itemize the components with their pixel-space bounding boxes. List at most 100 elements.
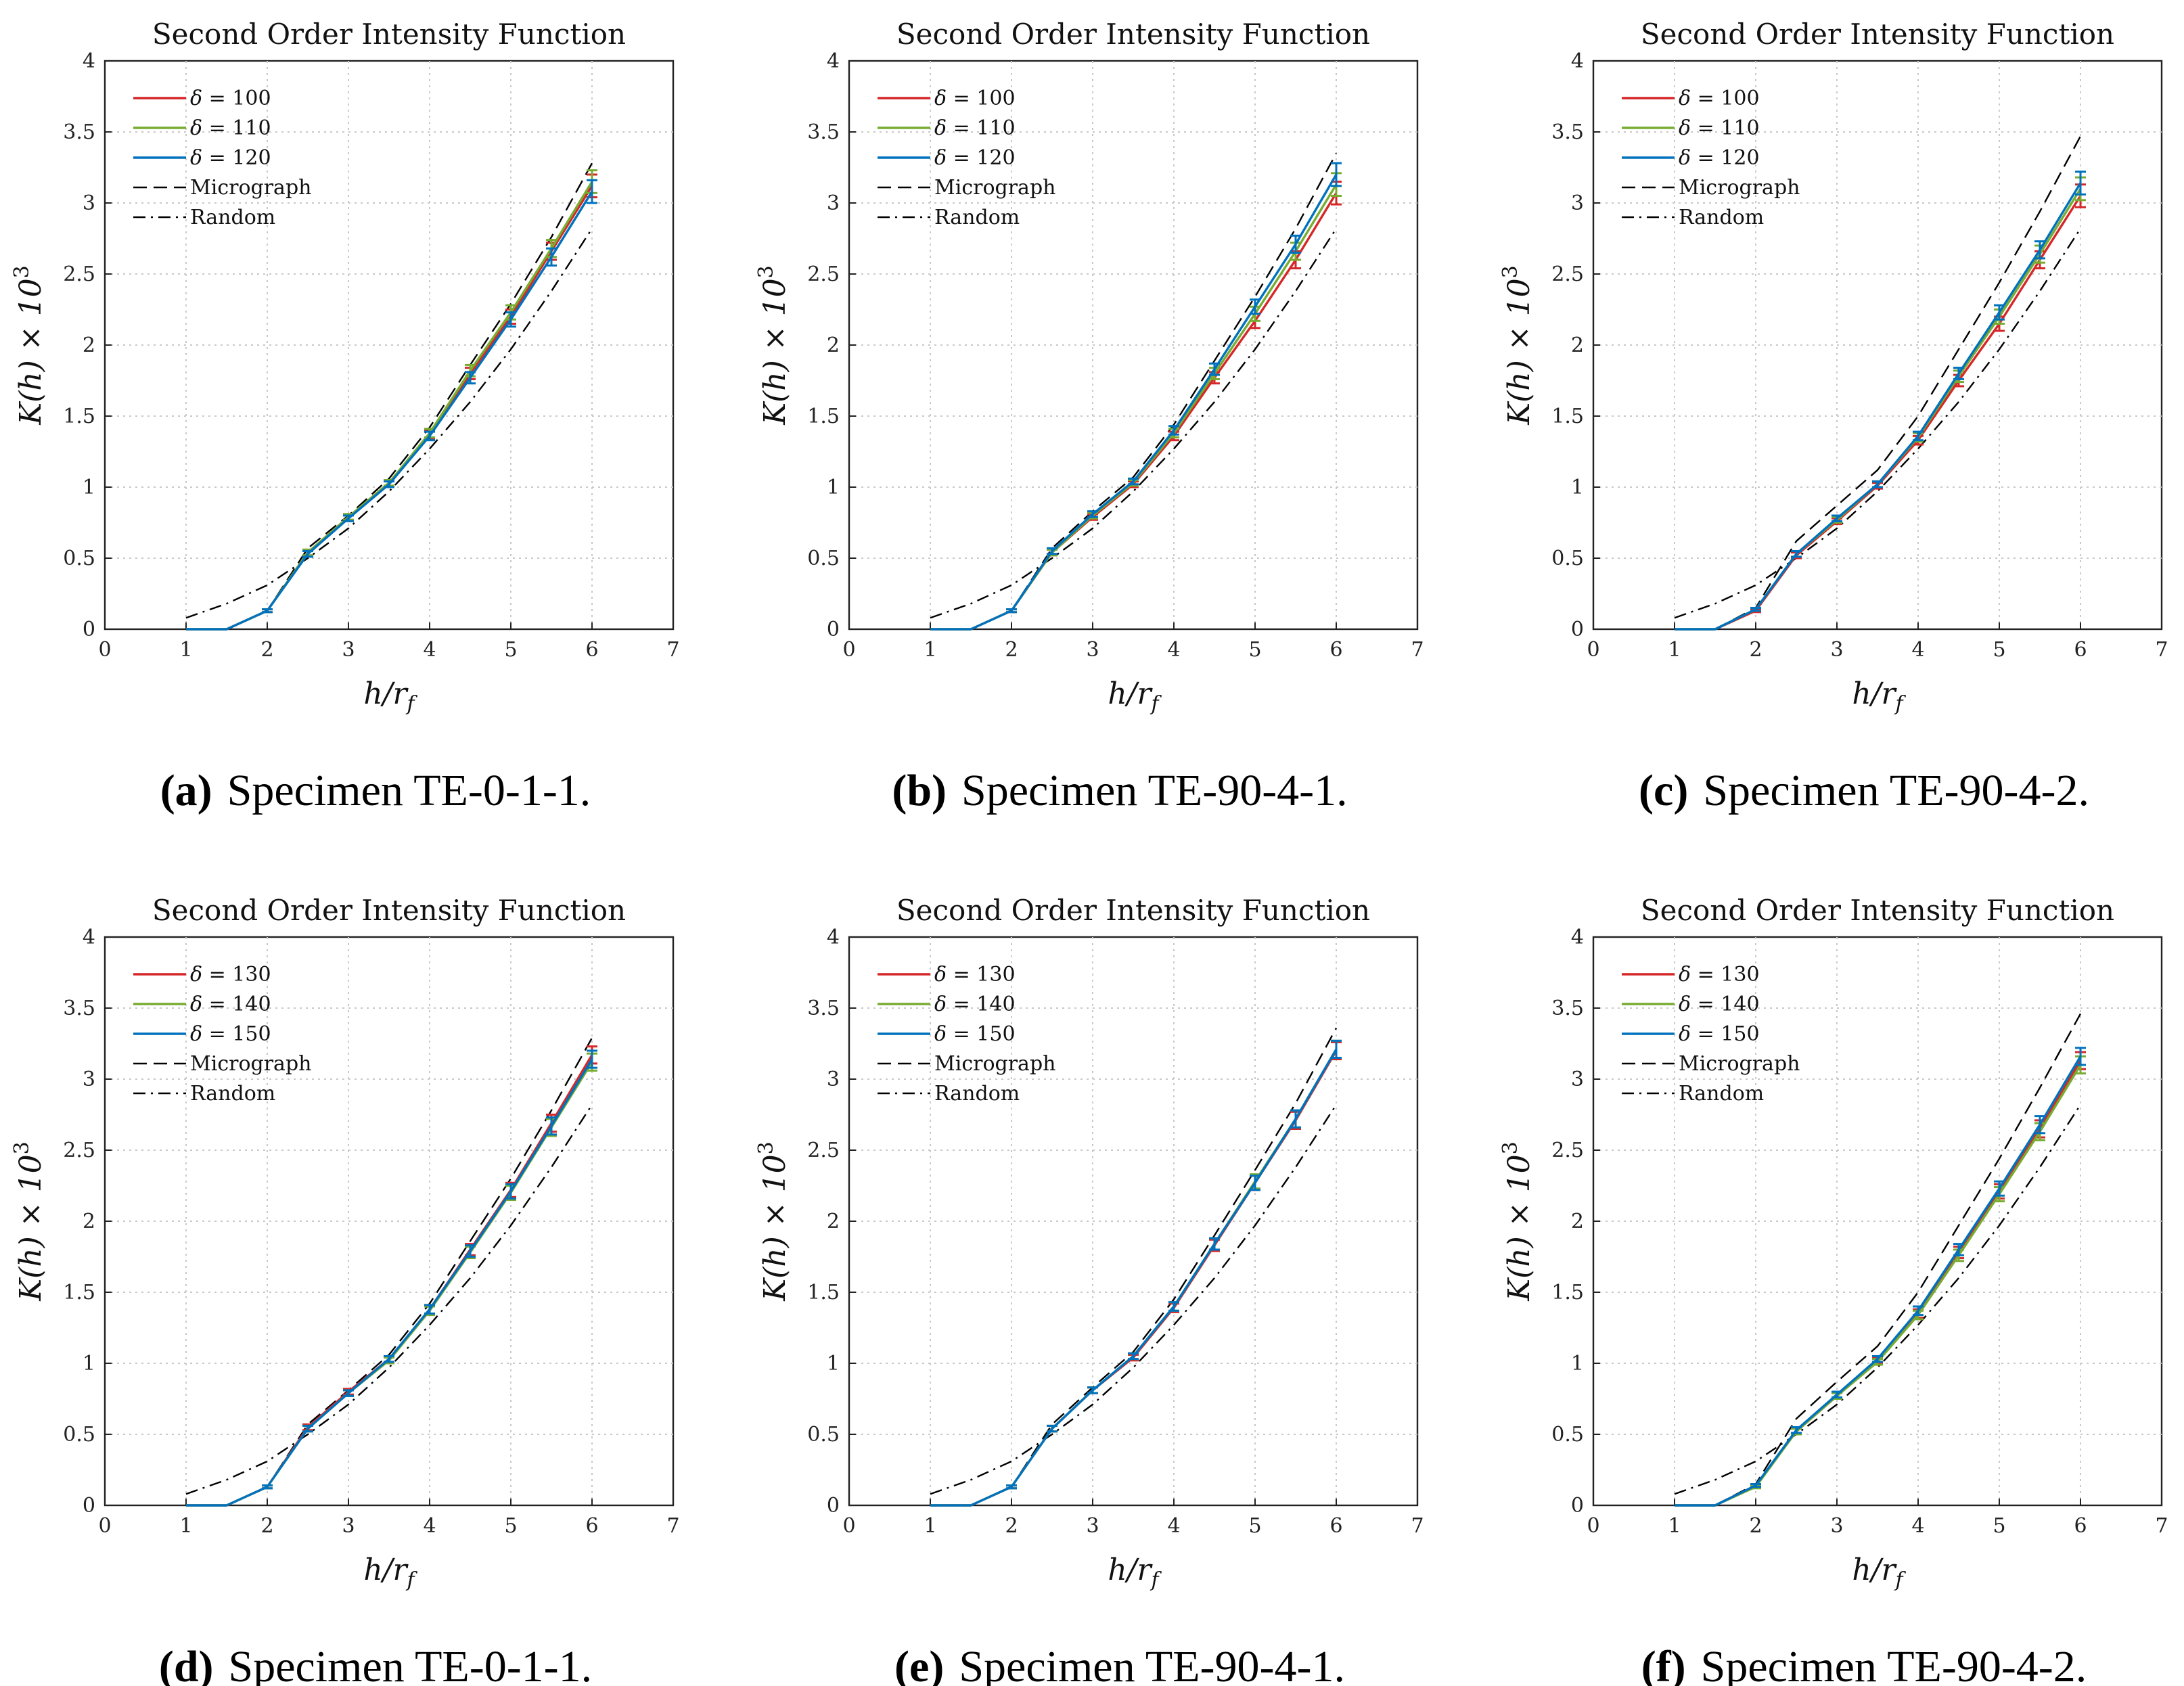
y-tick-label: 1 <box>827 1352 840 1375</box>
legend: δ = 100 δ = 110 δ = 120 Micrograph Random <box>878 87 1055 229</box>
y-tick-label: 4 <box>83 926 95 949</box>
x-tick-label: 6 <box>1329 1514 1342 1538</box>
legend-item: Micrograph <box>133 1052 311 1076</box>
y-axis-label: K(h) × 103 <box>1499 265 1537 425</box>
series-line-random <box>185 1104 593 1495</box>
chart-title: Second Order Intensity Function <box>152 18 626 51</box>
legend-label: δ = 100 <box>1679 87 1760 110</box>
x-tick-label: 4 <box>1911 638 1924 662</box>
legend-item: Micrograph <box>1622 1052 1800 1076</box>
legend-label: δ = 120 <box>190 146 271 170</box>
series-line-random <box>930 1104 1338 1495</box>
error-bar <box>1832 1390 1842 1398</box>
legend-item: δ = 120 <box>133 146 271 170</box>
caption-letter: (c) <box>1639 766 1688 815</box>
legend-item: δ = 100 <box>1622 87 1760 110</box>
legend-item: δ = 150 <box>1622 1022 1760 1046</box>
legend-item: δ = 150 <box>878 1022 1016 1046</box>
error-bar <box>1006 1484 1017 1490</box>
legend-label: δ = 150 <box>190 1022 271 1046</box>
x-tick-label: 2 <box>1005 638 1018 662</box>
legend-item: δ = 130 <box>1622 963 1760 986</box>
error-bar <box>384 1355 394 1363</box>
legend-label: δ = 150 <box>1679 1022 1760 1046</box>
x-tick-label: 7 <box>1411 638 1424 662</box>
error-bar <box>587 179 597 204</box>
y-tick-label: 1.5 <box>807 405 840 428</box>
legend-label: Random <box>190 206 275 229</box>
error-bar <box>1331 1039 1342 1059</box>
chart-title: Second Order Intensity Function <box>896 894 1370 927</box>
x-tick-label: 2 <box>1005 1514 1018 1538</box>
panel-caption: (c) Specimen TE-90-4-2. <box>1639 766 2089 815</box>
legend-label: Micrograph <box>934 1052 1055 1076</box>
chart-title: Second Order Intensity Function <box>1641 894 2114 927</box>
error-bar <box>1791 550 1802 558</box>
error-bar <box>1209 362 1220 376</box>
x-axis-label: h/rf <box>363 677 417 716</box>
legend-label: Random <box>1679 1082 1764 1106</box>
y-tick-label: 0.5 <box>63 547 95 570</box>
y-axis-label: K(h) × 103 <box>10 1141 48 1301</box>
error-bar <box>302 550 313 558</box>
caption-text: Specimen TE-90-4-2. <box>1703 766 2089 815</box>
x-axis-label: h/rf <box>1852 677 1906 716</box>
chart-panel-f: 0 1 2 3 4 5 6 7 0 0.5 1 1.5 2 2.5 3 3.5 4 Second Order In… <box>1499 894 2168 1686</box>
legend-item: Micrograph <box>1622 176 1800 200</box>
y-tick-label: 2.5 <box>1551 1139 1584 1162</box>
legend-item: δ = 130 <box>133 963 271 986</box>
legend-item: Random <box>133 206 275 229</box>
x-tick-label: 1 <box>179 638 192 662</box>
x-axis-label: h/rf <box>363 1553 417 1592</box>
legend-item: δ = 110 <box>878 116 1016 140</box>
x-tick-label: 7 <box>2155 638 2168 662</box>
y-axis-label: K(h) × 103 <box>10 265 48 425</box>
legend-item: Random <box>133 1082 275 1106</box>
error-bar <box>1168 1301 1179 1312</box>
y-tick-label: 1 <box>83 1352 95 1375</box>
y-tick-label: 4 <box>1571 926 1584 949</box>
legend-label: Micrograph <box>1679 1052 1800 1076</box>
error-bar <box>1750 1483 1761 1488</box>
y-tick-label: 2 <box>1571 334 1584 357</box>
legend-label: δ = 100 <box>190 87 271 110</box>
error-bar <box>465 371 476 385</box>
error-bar <box>1209 1237 1220 1251</box>
caption-text: Specimen TE-90-4-1. <box>959 1642 1345 1686</box>
y-tick-label: 4 <box>83 49 95 73</box>
x-tick-label: 2 <box>1749 1514 1762 1538</box>
chart-title: Second Order Intensity Function <box>1641 18 2114 51</box>
y-tick-label: 1 <box>1571 1352 1584 1375</box>
chart-panel-e: 0 1 2 3 4 5 6 7 0 0.5 1 1.5 2 2.5 3 3.5 4 Second Order In… <box>754 894 1424 1686</box>
y-tick-label: 1.5 <box>1551 405 1584 428</box>
y-tick-label: 4 <box>827 926 840 949</box>
legend-label: δ = 140 <box>1679 993 1760 1016</box>
plot-area <box>1592 60 2163 631</box>
x-tick-label: 5 <box>1993 1514 2005 1538</box>
caption-letter: (b) <box>892 766 947 815</box>
error-bar <box>1128 1352 1139 1361</box>
error-bar <box>546 1116 557 1136</box>
x-tick-label: 3 <box>1830 638 1843 662</box>
y-tick-label: 1 <box>827 476 840 499</box>
y-tick-label: 1.5 <box>1551 1281 1584 1304</box>
x-tick-label: 1 <box>1668 638 1681 662</box>
y-tick-label: 2.5 <box>807 263 840 286</box>
legend-label: δ = 140 <box>190 993 271 1016</box>
chart-title: Second Order Intensity Function <box>896 18 1370 51</box>
y-tick-label: 1 <box>1571 476 1584 499</box>
error-bar <box>1953 367 1964 380</box>
x-tick-label: 2 <box>260 1514 273 1538</box>
error-bar <box>302 1424 313 1433</box>
caption-letter: (f) <box>1641 1642 1686 1686</box>
x-tick-label: 5 <box>1993 638 2005 662</box>
x-tick-label: 0 <box>98 638 111 662</box>
plot-area <box>848 936 1419 1507</box>
x-tick-label: 4 <box>1911 1514 1924 1538</box>
error-bar <box>1250 1175 1260 1191</box>
caption-text: Specimen TE-0-1-1. <box>229 1642 593 1686</box>
error-bar <box>1872 480 1883 488</box>
legend-item: δ = 140 <box>1622 993 1760 1016</box>
legend: δ = 130 δ = 140 δ = 150 Micrograph Random <box>1622 963 1800 1106</box>
error-bar <box>1791 1426 1802 1434</box>
